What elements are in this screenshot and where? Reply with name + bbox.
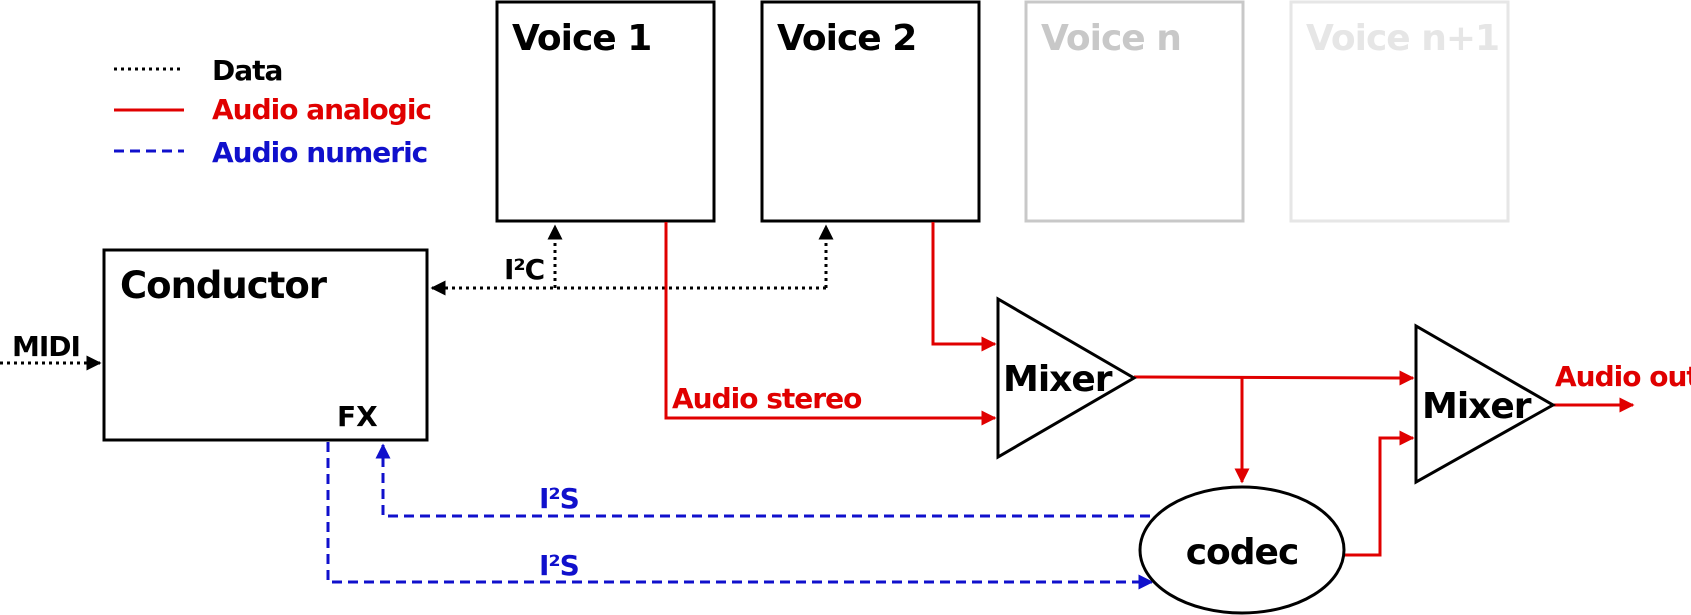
voice1-block: Voice 1 [495, 0, 716, 223]
fx-label: FX [337, 400, 378, 433]
voice-n-block: Voice n [1024, 0, 1245, 223]
voice-n-label: Voice n [1041, 18, 1181, 59]
voice1-to-mixer1 [664, 222, 997, 426]
voice2-block: Voice 2 [760, 0, 981, 223]
legend-numeric-label: Audio numeric [212, 136, 427, 169]
conductor-block: Conductor FX [102, 248, 429, 442]
audio-stereo-label: Audio stereo [672, 382, 862, 415]
legend: Data Audio analogic Audio numeric [114, 54, 432, 169]
i2s-top-label: I²S [539, 482, 579, 515]
mixer2-block: Mixer [1414, 323, 1557, 485]
i2s-conductor-to-codec [326, 442, 1154, 590]
mixer1-block: Mixer [996, 296, 1137, 460]
mixer1-to-mixer2 [1133, 370, 1415, 386]
codec-label: codec [1186, 532, 1299, 573]
voice2-to-mixer1 [931, 222, 997, 352]
mixer2-label: Mixer [1422, 386, 1532, 427]
voice-n1-block: Voice n+1 [1289, 0, 1510, 223]
i2s-bottom-label: I²S [539, 549, 579, 582]
midi-label: MIDI [12, 330, 80, 363]
i2c-bus: I²C [430, 224, 834, 296]
audio-out-label: Audio out [1555, 360, 1691, 393]
mixer1-label: Mixer [1003, 359, 1113, 400]
midi-input: MIDI [0, 330, 102, 371]
voice1-label: Voice 1 [512, 18, 651, 59]
analog-paths: Audio stereo Audio out [664, 222, 1691, 557]
legend-data-label: Data [212, 54, 282, 87]
i2c-label: I²C [504, 253, 544, 286]
voice2-label: Voice 2 [777, 18, 916, 59]
i2s-paths: I²S I²S [326, 442, 1154, 590]
conductor-label: Conductor [120, 264, 328, 307]
codec-block: codec [1138, 485, 1346, 615]
codec-to-mixer2 [1345, 430, 1415, 557]
i2s-codec-to-conductor [375, 443, 1150, 518]
legend-analog-label: Audio analogic [212, 93, 431, 126]
voice-n1-label: Voice n+1 [1306, 18, 1499, 59]
